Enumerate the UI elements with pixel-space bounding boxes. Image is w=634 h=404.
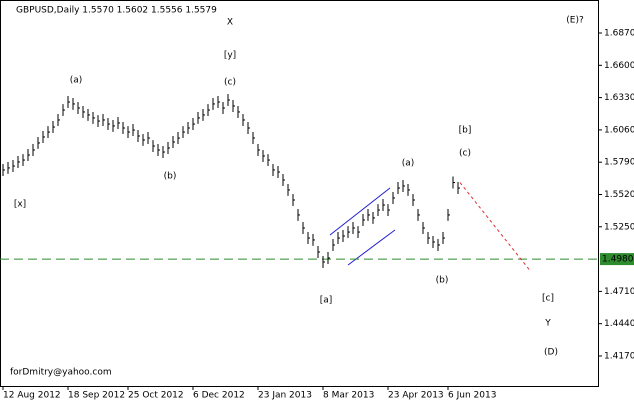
level-label: 1.4980 (602, 255, 634, 265)
y-tick-label: 1.6060 (604, 125, 634, 135)
forecast-line (459, 182, 531, 271)
y-tick-label: 1.6870 (604, 29, 634, 39)
wave-label: [c] (542, 294, 554, 304)
wave-label: (D) (544, 348, 558, 358)
wave-label: X (227, 18, 233, 28)
channel-line (329, 187, 391, 236)
wave-label: (c) (459, 149, 471, 159)
x-tick-label: 8 Mar 2013 (323, 391, 374, 401)
wave-label: (a) (70, 76, 83, 86)
y-tick-label: 1.5790 (604, 158, 634, 168)
wave-label: Y (544, 319, 551, 329)
wave-label: [a] (320, 296, 333, 306)
level-label-box (600, 253, 634, 266)
x-tick-label: 18 Sep 2012 (68, 391, 125, 401)
x-tick-label: 6 Jun 2013 (448, 391, 496, 401)
wave-label: (c) (224, 78, 236, 88)
wave-label: (b) (164, 172, 177, 182)
chart-title: GBPUSD,Daily 1.5570 1.5602 1.5556 1.5579 (16, 6, 217, 16)
y-tick-label: 1.5250 (604, 222, 634, 232)
y-tick-label: 1.6330 (604, 93, 634, 103)
y-tick-label: 1.4170 (604, 351, 634, 361)
y-tick-label: 1.4710 (604, 287, 634, 297)
wave-label: forDmitry@yahoo.com (10, 368, 112, 378)
wave-label: [x] (14, 200, 26, 210)
wave-label: [b] (459, 126, 472, 136)
y-tick-label: 1.4440 (604, 319, 634, 329)
wave-label: (a) (402, 159, 415, 169)
wave-label: (b) (436, 276, 449, 286)
x-tick-label: 23 Jan 2013 (258, 391, 312, 401)
x-tick-label: 23 Apr 2013 (388, 391, 444, 401)
wave-label: [y] (224, 51, 236, 61)
plot-frame (0, 0, 599, 387)
y-tick-label: 1.6600 (604, 61, 634, 71)
y-tick-label: 1.5520 (604, 190, 634, 200)
x-tick-label: 12 Aug 2012 (3, 391, 61, 401)
x-tick-label: 25 Oct 2012 (128, 391, 184, 401)
wave-label: (E)? (566, 16, 584, 26)
x-tick-label: 6 Dec 2012 (193, 391, 245, 401)
